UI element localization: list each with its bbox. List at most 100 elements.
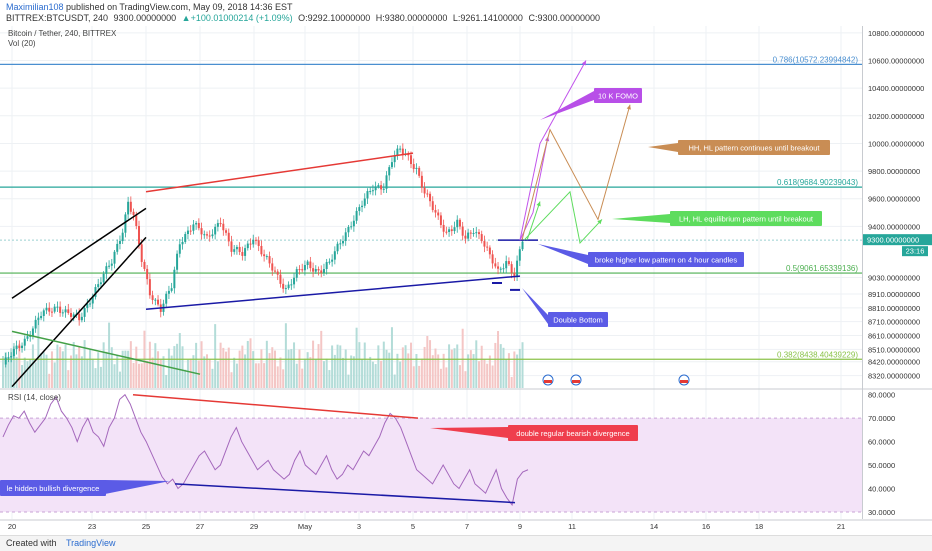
volume-bar: [208, 359, 211, 388]
volume-bar: [293, 342, 296, 388]
candle-body: [203, 234, 206, 236]
candle-body: [118, 241, 121, 244]
volume-bar: [241, 345, 244, 388]
candle-body: [363, 198, 366, 206]
candle-body: [64, 309, 67, 313]
current-price-label: 9300.00000000: [867, 236, 919, 245]
volume-bar: [464, 371, 467, 388]
volume-bar: [165, 374, 168, 388]
candle-body: [170, 288, 173, 291]
volume-bar: [339, 345, 342, 388]
volume-bar: [303, 358, 306, 388]
volume-bar: [507, 353, 510, 388]
rsi-pane: 80.0000 70.0000 60.0000 50.0000 40.0000 30.00…: [0, 391, 895, 517]
volume-bar: [50, 351, 53, 388]
volume-bar: [317, 344, 320, 388]
volume-bar: [244, 354, 247, 388]
candle-body: [399, 148, 402, 150]
candle-body: [521, 241, 524, 250]
author-link[interactable]: Maximilian108: [6, 2, 64, 12]
candle-body: [412, 164, 415, 169]
volume-bar: [442, 353, 445, 388]
candle-body: [361, 205, 364, 208]
candle-body: [382, 188, 385, 190]
candle-body: [439, 215, 442, 225]
price-tick-label: 9800.00000000: [868, 167, 920, 176]
tradingview-logo[interactable]: TradingView: [66, 538, 116, 548]
resistance-top: [145, 152, 414, 193]
hh-hl-arrow: [521, 104, 631, 241]
rsi-tick-label: 60.0000: [868, 438, 895, 447]
volume-bar: [336, 344, 339, 388]
candle-body: [401, 148, 404, 155]
volume-bar: [385, 349, 388, 388]
candle-body: [230, 241, 233, 252]
candle-body: [135, 214, 138, 227]
candle-body: [195, 222, 198, 225]
header-publisher: Maximilian108 published on TradingView.c…: [6, 2, 293, 12]
volume-bar: [7, 356, 10, 388]
volume-bar: [225, 351, 228, 388]
candle-body: [371, 190, 374, 192]
fomo-callout-pointer: [540, 91, 594, 120]
volume-bar: [260, 349, 263, 388]
equilibrium-callout-text: LH, HL equilibrium pattern until breakou…: [679, 215, 814, 224]
fib-level-label: 0.618(9684.90239043): [777, 178, 858, 187]
candle-body: [12, 348, 15, 357]
volume-bar: [124, 350, 127, 388]
candle-body: [23, 338, 26, 346]
candle-body: [124, 214, 127, 233]
volume-bar: [271, 347, 274, 388]
volume-bar: [170, 355, 173, 388]
hh-hl-callout-box: [678, 140, 830, 155]
time-tick-label: 9: [518, 522, 522, 531]
candle-body: [448, 229, 451, 232]
volume-bar: [99, 366, 102, 388]
volume-bar: [70, 355, 72, 388]
candle-body: [434, 210, 437, 213]
bullish-callout-box: [0, 480, 106, 496]
volume-bar: [222, 347, 225, 388]
volume-bar: [102, 342, 105, 388]
candle-body: [265, 256, 268, 258]
equilibrium-arrow: [523, 190, 603, 244]
volume-bar: [472, 354, 475, 388]
bearish-callout-pointer: [430, 427, 508, 438]
candle-body: [214, 226, 217, 235]
volume-bar: [64, 344, 67, 388]
candle-body: [249, 243, 252, 245]
volume-bar: [257, 363, 260, 388]
candle-body: [507, 261, 510, 265]
fomo-arrow: [519, 60, 587, 241]
candle-body: [157, 299, 160, 305]
broke-higher-low-callout-pointer: [538, 244, 588, 264]
bearish-callout-text: double regular bearish divergence: [516, 429, 629, 438]
fib-level-label: 0.382(8438.40439229): [777, 350, 858, 359]
volume-bar: [369, 356, 372, 388]
candle-body: [314, 269, 317, 272]
last-price: 9300.00000000: [113, 13, 177, 23]
volume-bar: [29, 359, 32, 388]
candle-body: [244, 248, 247, 256]
volume-bar: [344, 349, 347, 388]
candle-body: [510, 264, 513, 273]
rsi-label: RSI (14, close): [8, 393, 61, 402]
candle-body: [18, 345, 21, 349]
candle-body: [154, 299, 157, 301]
volume-bar: [325, 358, 328, 388]
volume-bar: [371, 361, 374, 388]
volume-bar: [61, 351, 64, 388]
rsi-tick-label: 40.0000: [868, 485, 895, 494]
candle-body: [59, 306, 62, 313]
volume-bar: [412, 366, 415, 388]
header-ohlc: BITTREX:BTCUSDT, 240 9300.00000000 ▲+100…: [6, 13, 600, 23]
volume-bar: [287, 349, 290, 388]
candle-body: [369, 191, 372, 193]
candle-body: [458, 219, 461, 227]
candle-body: [148, 279, 151, 296]
volume-bar: [393, 374, 396, 388]
time-tick-label: 25: [142, 522, 150, 531]
volume-bar: [159, 358, 162, 388]
time-tick-label: 16: [702, 522, 710, 531]
